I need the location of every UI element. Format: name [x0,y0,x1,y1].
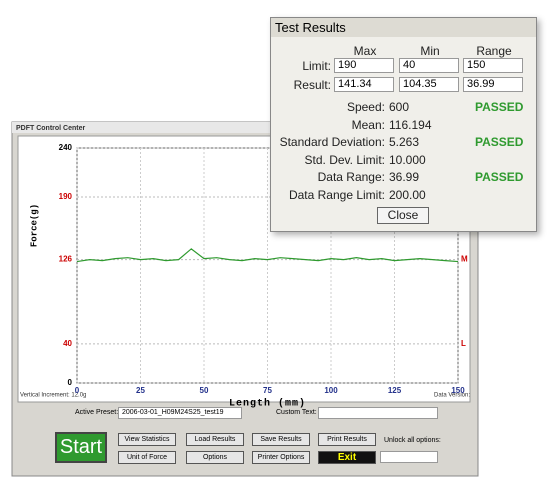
stat-label: Mean: [351,117,385,132]
column-header: Max [353,44,377,58]
button[interactable]: Load Results [186,433,244,446]
button[interactable]: View Statistics [118,433,176,446]
preset-select[interactable]: 2006-03-01_H09M24S25_test19 [118,407,242,419]
y2-tick-label: M [461,255,468,264]
window-title: PDFT Control Center [16,125,85,132]
stat-value: 5.263 [389,135,420,149]
stat-value: 10.000 [389,152,426,167]
series-line [76,248,459,263]
stat-label: Data Range: [317,170,385,184]
stat-value: 36.99 [389,170,420,184]
stat-value: 116.194 [389,117,432,132]
row-label: Result: [293,78,331,92]
y-axis-label: Force(g) [29,204,39,247]
test-results-dialog: Test Results Max Min Range Limit: 190 40 150 Re… [270,17,537,232]
stat-label: Speed: [346,100,385,114]
value-box: 141.34 [334,77,394,92]
stat-status: PASSED [475,170,524,184]
column-header: Min [420,44,440,58]
dialog-title: Test Results [271,18,536,37]
value-box: 190 [334,58,394,73]
stat-value: 600 [389,100,410,114]
button[interactable]: Options [186,451,244,464]
custom-text-input[interactable] [318,407,438,419]
x-tick-label: 25 [136,386,145,395]
start-button[interactable]: Start [55,432,107,463]
y-tick-label: 40 [63,339,72,348]
stat-value: 200.00 [389,187,426,202]
window-titlebar [12,122,478,133]
unlock-label: Unlock all options: [384,437,441,444]
vertical-increment: Vertical Increment: 12.0g [20,393,86,399]
y2-tick-label: L [461,339,466,348]
exit-button[interactable]: Exit [318,451,376,464]
column-header: Range [476,44,512,58]
value-box: 40 [399,58,459,73]
button[interactable]: Printer Options [252,451,310,464]
row-label: Limit: [302,59,331,73]
x-axis-label: Length (mm) [229,398,306,410]
stat-status: PASSED [475,100,524,114]
x-tick-label: 75 [263,386,272,395]
x-tick-label: 150 [451,386,465,395]
button[interactable]: Print Results [318,433,376,446]
stat-label: Std. Dev. Limit: [304,152,385,167]
value-box: 36.99 [463,77,523,92]
value-box: 150 [463,58,523,73]
value-box: 104.35 [399,77,459,92]
x-tick-label: 0 [75,386,80,395]
close-button[interactable]: Close [377,207,429,224]
stat-status: PASSED [475,135,524,149]
stat-label: Standard Deviation: [279,135,385,149]
stat-label: Data Range Limit: [288,187,385,202]
button[interactable]: Unit of Force [118,451,176,464]
y-tick-label: 240 [59,143,73,152]
y-tick-label: 0 [68,378,73,387]
x-tick-label: 100 [324,386,338,395]
data-version: Data Version: [434,393,470,399]
button[interactable]: Save Results [252,433,310,446]
unlock-input[interactable] [380,451,438,463]
custom-text-label: Custom Text: [276,409,317,416]
x-tick-label: 50 [200,386,209,395]
y-tick-label: 126 [59,255,73,264]
preset-label: Active Preset: [75,409,119,416]
x-tick-label: 125 [388,386,402,395]
y-tick-label: 190 [59,192,73,201]
